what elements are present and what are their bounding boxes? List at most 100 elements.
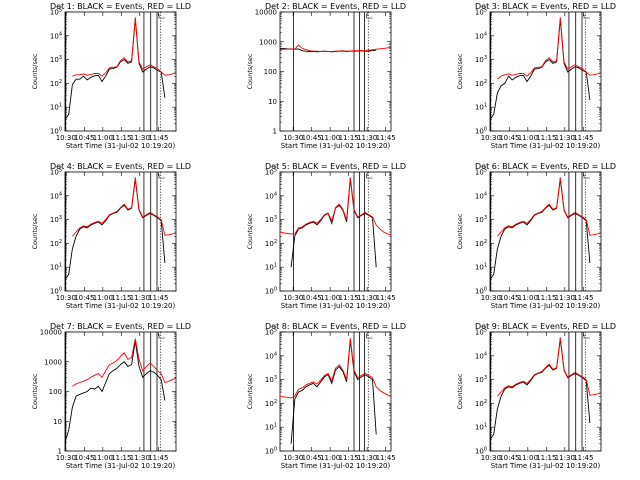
y-tick-label: 103 bbox=[475, 55, 487, 64]
events-series-line bbox=[65, 19, 166, 120]
plot-frame bbox=[279, 331, 392, 452]
y-tick-label: 103 bbox=[50, 55, 62, 64]
y-tick-label: 10000 bbox=[255, 9, 277, 17]
x-tick-label: 11:00 bbox=[518, 294, 538, 302]
bracket-mark bbox=[583, 14, 591, 19]
y-tick-label: 101 bbox=[475, 103, 487, 112]
panel-title: Det 3: BLACK = Events, RED = LLD bbox=[475, 2, 616, 11]
x-tick-label: 11:30 bbox=[555, 134, 575, 142]
plot-frame bbox=[489, 331, 602, 452]
panel-title: Det 6: BLACK = Events, RED = LLD bbox=[475, 162, 616, 171]
x-axis-label: Start Time (31-Jul-02 10:19:20) bbox=[491, 462, 601, 470]
detector-panel-6: Det 6: BLACK = Events, RED = LLD 100 101 10… bbox=[456, 162, 616, 310]
y-axis-label: Counts/sec bbox=[246, 373, 254, 409]
x-tick-label: 11:30 bbox=[357, 454, 377, 462]
y-tick-label: 101 bbox=[475, 263, 487, 272]
x-axis-label: Start Time (31-Jul-02 10:19:20) bbox=[491, 142, 601, 150]
events-series-line bbox=[65, 179, 166, 280]
events-series-line bbox=[290, 340, 377, 444]
y-tick-label: 103 bbox=[265, 375, 277, 384]
x-tick-label: 11:15 bbox=[339, 454, 359, 462]
y-tick-label: 100 bbox=[475, 127, 487, 136]
bracket-mark bbox=[158, 334, 166, 339]
x-tick-label: 10:45 bbox=[74, 294, 94, 302]
x-tick-label: 10:30 bbox=[283, 454, 303, 462]
lld-series-line bbox=[497, 337, 601, 397]
plot-frame bbox=[64, 171, 177, 292]
lld-series-line bbox=[72, 177, 176, 237]
y-tick-label: 104 bbox=[265, 191, 277, 200]
y-tick-label: 103 bbox=[475, 215, 487, 224]
x-tick-label: 10:45 bbox=[302, 134, 322, 142]
lld-series-line bbox=[280, 338, 391, 399]
detector-panel-5: Det 5: BLACK = Events, RED = LLD 100 101 10… bbox=[246, 162, 406, 310]
y-tick-label: 102 bbox=[50, 79, 62, 88]
y-tick-label: 102 bbox=[475, 79, 487, 88]
y-tick-label: 104 bbox=[50, 191, 62, 200]
bracket-mark bbox=[366, 174, 373, 179]
y-tick-label: 101 bbox=[50, 263, 62, 272]
y-tick-label: 102 bbox=[50, 239, 62, 248]
y-axis-label: Counts/sec bbox=[456, 213, 464, 249]
bracket-mark bbox=[583, 334, 591, 339]
panel-title: Det 4: BLACK = Events, RED = LLD bbox=[50, 162, 191, 171]
x-tick-label: 11:45 bbox=[573, 454, 593, 462]
y-tick-label: 104 bbox=[475, 31, 487, 40]
detector-panel-8: Det 8: BLACK = Events, RED = LLD 100 101 10… bbox=[246, 322, 406, 470]
x-axis-label: Start Time (31-Jul-02 10:19:20) bbox=[281, 462, 391, 470]
x-tick-label: 11:45 bbox=[573, 294, 593, 302]
x-tick-label: 11:00 bbox=[93, 134, 113, 142]
x-tick-label: 11:30 bbox=[130, 294, 150, 302]
x-tick-label: 11:30 bbox=[130, 134, 150, 142]
lld-series-line bbox=[280, 177, 391, 236]
y-axis-label: Counts/sec bbox=[246, 53, 254, 89]
plot-frame bbox=[279, 171, 392, 292]
detector-panel-3: Det 3: BLACK = Events, RED = LLD 100 101 10… bbox=[456, 2, 616, 150]
x-tick-label: 11:30 bbox=[357, 134, 377, 142]
lld-series-line bbox=[497, 17, 601, 80]
lld-series-line bbox=[280, 44, 391, 52]
x-tick-label: 10:30 bbox=[56, 134, 76, 142]
x-tick-label: 11:15 bbox=[111, 134, 131, 142]
y-tick-label: 100 bbox=[50, 287, 62, 296]
plot-frame bbox=[64, 331, 177, 452]
x-tick-label: 11:00 bbox=[320, 454, 340, 462]
x-tick-label: 10:30 bbox=[56, 454, 76, 462]
bracket-mark bbox=[158, 14, 166, 19]
lld-series-line bbox=[72, 17, 176, 77]
panel-title: Det 5: BLACK = Events, RED = LLD bbox=[265, 162, 406, 171]
y-tick-label: 104 bbox=[475, 191, 487, 200]
y-tick-label: 105 bbox=[475, 8, 487, 17]
y-axis-label: Counts/sec bbox=[246, 213, 254, 249]
y-tick-label: 105 bbox=[50, 168, 62, 177]
y-tick-label: 101 bbox=[265, 263, 277, 272]
bracket-mark bbox=[158, 174, 166, 179]
x-tick-label: 10:45 bbox=[74, 134, 94, 142]
x-tick-label: 11:45 bbox=[573, 134, 593, 142]
y-tick-label: 10 bbox=[268, 98, 277, 106]
x-tick-label: 11:30 bbox=[130, 454, 150, 462]
detector-panel-4: Det 4: BLACK = Events, RED = LLD 100 101 10… bbox=[31, 162, 191, 310]
y-tick-label: 103 bbox=[50, 215, 62, 224]
x-tick-label: 10:30 bbox=[481, 294, 501, 302]
y-tick-label: 1000 bbox=[44, 358, 62, 366]
x-axis-label: Start Time (31-Jul-02 10:19:20) bbox=[66, 302, 176, 310]
y-tick-label: 100 bbox=[49, 388, 62, 396]
x-tick-label: 10:30 bbox=[283, 134, 303, 142]
y-tick-label: 100 bbox=[265, 287, 277, 296]
y-tick-label: 103 bbox=[265, 215, 277, 224]
x-tick-label: 10:45 bbox=[302, 294, 322, 302]
x-axis-label: Start Time (31-Jul-02 10:19:20) bbox=[66, 142, 176, 150]
x-tick-label: 10:30 bbox=[481, 134, 501, 142]
events-series-line bbox=[65, 340, 166, 443]
x-tick-label: 11:00 bbox=[320, 294, 340, 302]
x-tick-label: 11:45 bbox=[376, 134, 396, 142]
x-tick-label: 11:15 bbox=[536, 294, 556, 302]
x-tick-label: 10:45 bbox=[499, 134, 519, 142]
plot-frame bbox=[64, 11, 177, 132]
y-tick-label: 102 bbox=[265, 399, 277, 408]
lld-series-line bbox=[72, 338, 176, 387]
x-tick-label: 11:30 bbox=[555, 454, 575, 462]
x-tick-label: 11:30 bbox=[555, 294, 575, 302]
